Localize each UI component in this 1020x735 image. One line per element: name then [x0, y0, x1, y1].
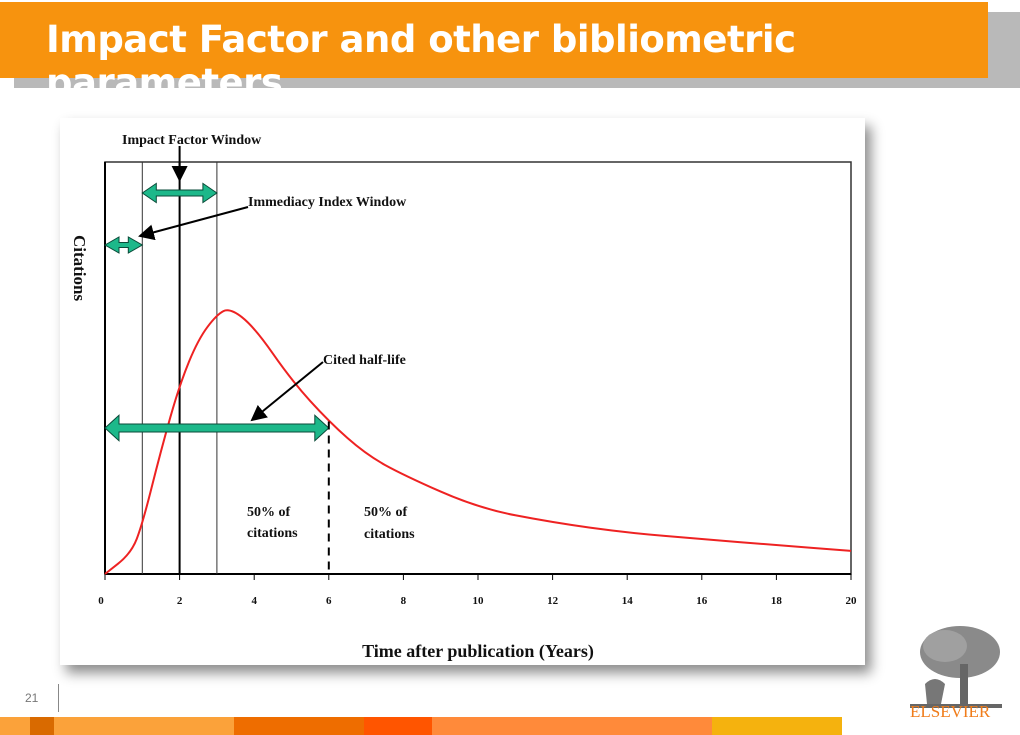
- x-tick-label: 16: [696, 595, 708, 607]
- footer-stripe: [54, 717, 234, 735]
- x-tick-label: 18: [771, 595, 783, 607]
- elsevier-tree-logo: [905, 624, 1007, 714]
- impact-factor-window-label: Impact Factor Window: [122, 133, 262, 148]
- x-tick-label: 14: [622, 595, 634, 607]
- right-share-label: 50% of: [364, 505, 408, 520]
- x-tick-label: 10: [473, 595, 485, 607]
- x-tick-label: 2: [177, 595, 183, 607]
- x-tick-label: 0: [98, 595, 104, 607]
- footer-stripe: [432, 717, 712, 735]
- footer-stripe: [234, 717, 364, 735]
- x-tick-label: 12: [547, 595, 559, 607]
- immediacy-index-pointer: [138, 206, 249, 241]
- footer-stripe: [364, 717, 432, 735]
- y-axis-title: Citations: [70, 235, 89, 302]
- cited-half-life-label: Cited half-life: [323, 353, 406, 368]
- citation-curve: [104, 309, 852, 575]
- cited-half-life-pointer: [250, 361, 324, 422]
- title-bar: [0, 2, 988, 78]
- left-share-label: citations: [247, 526, 298, 541]
- x-tick-label: 4: [251, 595, 257, 607]
- footer-stripe: [712, 717, 842, 735]
- x-axis-title: Time after publication (Years): [362, 641, 594, 662]
- immediacy-index-window-label: Immediacy Index Window: [248, 195, 407, 210]
- x-tick-label: 20: [846, 595, 858, 607]
- immediacy-index-window-arrow: [103, 236, 144, 254]
- elsevier-wordmark: ELSEVIER: [910, 702, 991, 721]
- page-separator: [58, 684, 59, 712]
- footer-stripe: [0, 717, 30, 735]
- footer-stripes: [0, 717, 895, 735]
- impact-factor-window-arrow: [141, 182, 218, 204]
- x-tick-label: 8: [401, 595, 407, 607]
- left-share-label: 50% of: [247, 505, 291, 520]
- right-share-label: citations: [364, 527, 415, 542]
- citation-chart: 0 2 4 6 8 10 12 14 16 18 20 Impact Factor Window Imm…: [60, 118, 865, 665]
- chart-svg: 0 2 4 6 8 10 12 14 16 18 20 Impact Factor Window Imm…: [70, 133, 858, 662]
- page-number: 21: [25, 691, 39, 705]
- footer-stripe: [30, 717, 54, 735]
- slide-title: Impact Factor and other bibliometric par…: [46, 18, 796, 104]
- x-tick-label: 6: [326, 595, 332, 607]
